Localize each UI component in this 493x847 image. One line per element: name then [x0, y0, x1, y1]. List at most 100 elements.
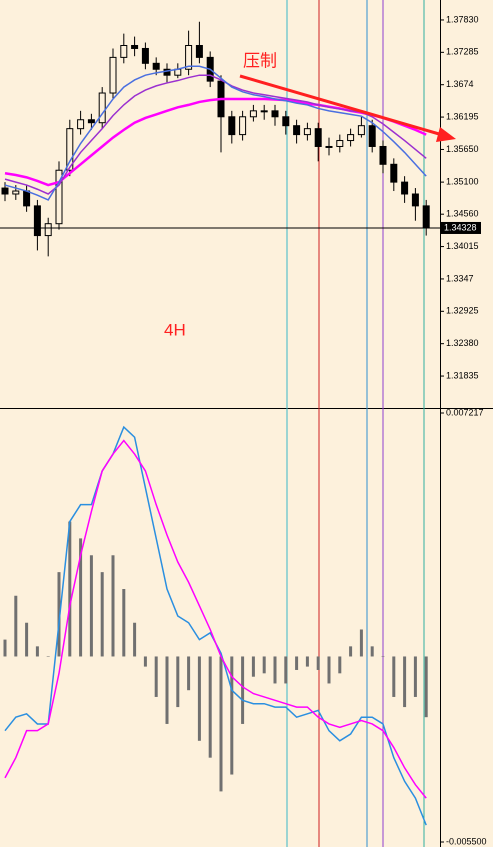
indicator-line	[4, 65, 427, 201]
candle-body	[185, 44, 193, 70]
y-tick-label: 1.32380	[446, 338, 479, 348]
histogram-bar	[262, 656, 266, 674]
candle-body	[249, 110, 257, 118]
y-tick-label: 1.3347	[446, 273, 474, 283]
candle-body	[239, 116, 247, 136]
histogram-bar	[122, 589, 126, 657]
candle-body	[228, 116, 236, 136]
histogram-bar	[68, 521, 72, 657]
histogram-bar	[327, 656, 331, 684]
histogram-bar	[3, 639, 7, 657]
histogram-bar	[370, 646, 374, 657]
histogram-bar	[413, 656, 417, 697]
y-tick-label: 1.3674	[446, 79, 474, 89]
annotation: 压制	[243, 51, 277, 70]
candle-body	[109, 56, 117, 94]
candle-body	[379, 145, 387, 165]
histogram-bar	[14, 595, 18, 657]
histogram-bar	[154, 656, 158, 697]
candle-body	[77, 119, 85, 130]
histogram-bar	[208, 656, 212, 758]
histogram-bar	[273, 656, 277, 684]
candle-body	[282, 116, 290, 127]
candle-body	[44, 223, 52, 237]
candle-body	[336, 140, 344, 147]
histogram-bar	[35, 646, 39, 657]
candle-body	[131, 44, 139, 49]
histogram-bar	[100, 572, 104, 657]
plot-area: 1.37830 1.37285 1.3674 1.36195 1.35650 1.3510…	[0, 14, 487, 846]
histogram-bar	[284, 656, 288, 684]
candle-body	[66, 128, 74, 171]
histogram-bar	[89, 555, 93, 657]
histogram-bar	[176, 656, 180, 708]
trend-arrow	[239, 74, 447, 138]
histogram-bar	[241, 656, 245, 724]
histogram-bar	[230, 656, 234, 775]
histogram-bar	[403, 656, 407, 708]
annotation: 4H	[164, 320, 186, 339]
candle-body	[347, 134, 355, 142]
y-tick-label: 1.34560	[446, 209, 479, 219]
histogram-bar	[133, 622, 137, 657]
histogram-bar	[251, 656, 255, 677]
y-tick-label: -0.005500	[446, 836, 487, 846]
candle-body	[422, 205, 430, 229]
candle-body	[368, 125, 376, 147]
last-price-label: 1.34328	[444, 222, 477, 232]
candle-body	[120, 44, 128, 58]
candle-body	[152, 62, 160, 70]
indicator-line	[4, 439, 427, 799]
y-tick-label: 1.32925	[446, 306, 479, 316]
histogram-bar	[187, 656, 191, 691]
y-tick-label: 1.31835	[446, 370, 479, 380]
candle-body	[23, 190, 31, 207]
histogram-bar	[165, 656, 169, 724]
arrow-head	[436, 127, 456, 142]
candle-body	[401, 181, 409, 195]
candle-body	[271, 110, 279, 118]
candle-body	[141, 47, 149, 64]
candle-body	[303, 128, 311, 136]
candle-body	[55, 169, 63, 225]
candle-body	[195, 44, 203, 58]
histogram-bar	[316, 656, 320, 670]
histogram-bar	[25, 622, 29, 657]
candle-body	[293, 125, 301, 136]
histogram-bar	[46, 656, 50, 657]
histogram-bar	[305, 656, 309, 667]
candle-body	[390, 163, 398, 183]
y-tick-label: 1.36195	[446, 111, 479, 121]
y-tick-label: 1.34015	[446, 241, 479, 251]
histogram-bar	[111, 555, 115, 657]
histogram-bar	[424, 656, 428, 718]
candle-body	[87, 119, 95, 124]
y-tick-label: 0.007217	[446, 407, 484, 417]
candle-body	[33, 205, 41, 237]
histogram-bar	[79, 538, 83, 657]
histogram-bar	[143, 656, 147, 667]
histogram-bar	[381, 656, 385, 657]
histogram-bar	[338, 656, 342, 674]
histogram-bar	[295, 656, 299, 670]
y-tick-label: 1.37830	[446, 14, 479, 24]
histogram-bar	[197, 656, 201, 741]
histogram-bar	[349, 646, 353, 657]
candle-body	[12, 190, 20, 195]
y-tick-label: 1.35650	[446, 144, 479, 154]
candle-body	[98, 92, 106, 124]
candle-body	[314, 128, 322, 147]
histogram-bar	[359, 629, 363, 657]
indicator-line	[4, 74, 427, 195]
candle-body	[260, 110, 268, 113]
last-price-box	[441, 221, 481, 234]
histogram-bar	[57, 572, 61, 657]
candle-body	[411, 193, 419, 207]
y-tick-label: 1.35100	[446, 176, 479, 186]
candle-body	[325, 145, 333, 148]
histogram-bar	[219, 656, 223, 792]
y-tick-label: 1.37285	[446, 47, 479, 57]
candle-body	[357, 125, 365, 136]
